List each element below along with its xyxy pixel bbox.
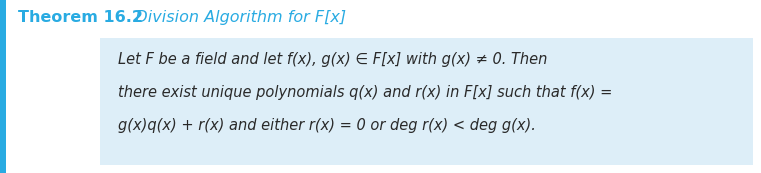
- Bar: [100, 38, 753, 165]
- Text: Division Algorithm for F[x]: Division Algorithm for F[x]: [120, 10, 346, 25]
- Text: Let F be a field and let f(x), g(x) ∈ F[x] with g(x) ≠ 0. Then: Let F be a field and let f(x), g(x) ∈ F[…: [118, 52, 547, 67]
- Text: there exist unique polynomials q(x) and r(x) in F[x] such that f(x) =: there exist unique polynomials q(x) and …: [118, 85, 613, 100]
- Bar: [0, 0, 6, 173]
- Text: Theorem 16.2: Theorem 16.2: [18, 10, 143, 25]
- Text: g(x)q(x) + r(x) and either r(x) = 0 or deg r(x) < deg g(x).: g(x)q(x) + r(x) and either r(x) = 0 or d…: [118, 118, 536, 133]
